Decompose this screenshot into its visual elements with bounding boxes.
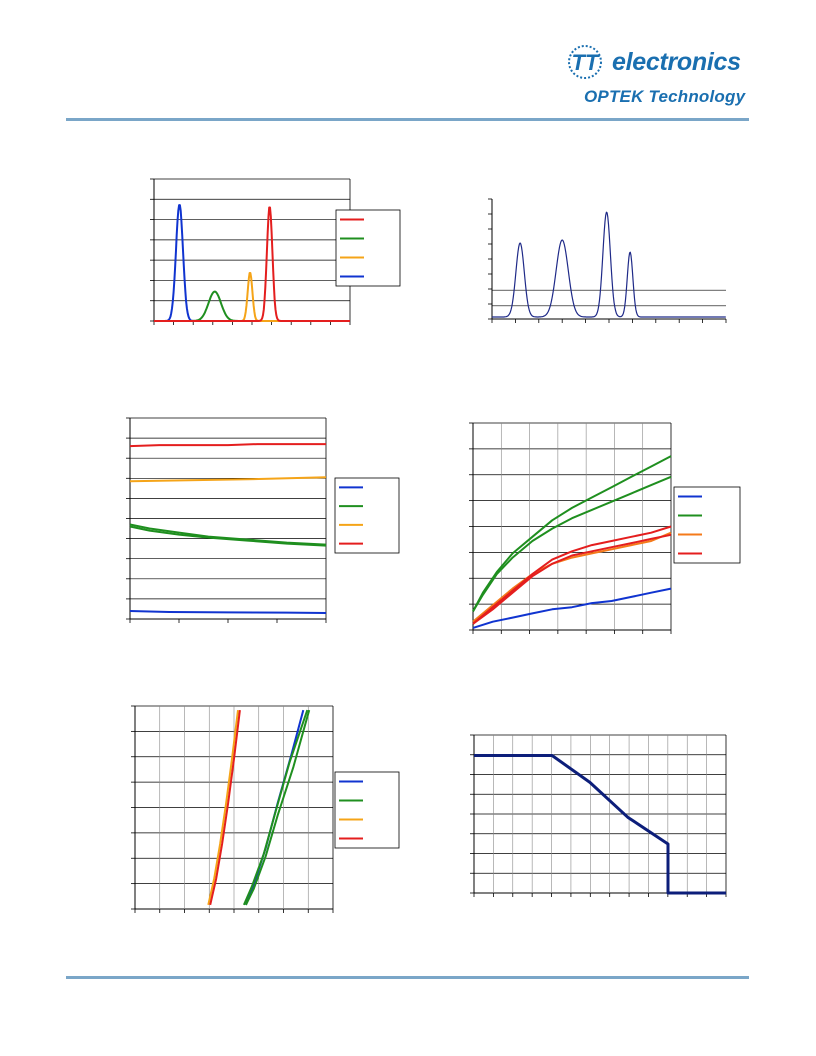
series-line-deep_navy: [474, 754, 726, 895]
footer-divider: [66, 976, 749, 979]
legend-box: [334, 771, 400, 849]
brand-name: electronics: [612, 48, 741, 76]
series-line-red: [472, 533, 672, 625]
series-line-green: [242, 709, 309, 906]
series-line-green: [245, 709, 311, 906]
series-line-red: [209, 709, 241, 906]
series-line-red: [472, 525, 672, 625]
legend-box: [673, 486, 741, 564]
series-line-amber: [207, 709, 239, 906]
series-line-red: [153, 206, 351, 322]
series-line-green: [129, 525, 327, 547]
legend-box: [334, 477, 400, 554]
series-line-green: [129, 523, 327, 546]
tt-logo-mark-icon: TT: [568, 45, 602, 79]
series-line-orange: [472, 531, 672, 623]
series-line-green: [472, 455, 672, 612]
legend-box: [335, 209, 401, 287]
company-subtitle: OPTEK Technology: [584, 87, 746, 106]
series-line-navy: [492, 211, 726, 318]
header-divider: [66, 118, 749, 121]
chart-spectrum-white: [488, 198, 727, 323]
series-line-red: [129, 443, 326, 448]
series-line-blue: [472, 587, 672, 629]
series-line-blue: [129, 610, 327, 614]
logo-monogram: TT: [572, 50, 600, 75]
chart-forward-voltage-vs-temp: [126, 417, 400, 623]
chart-current-vs-voltage: [131, 705, 400, 913]
chart-derating-curve: [470, 734, 727, 897]
series-line-amber: [129, 476, 327, 483]
series-line-blue: [153, 204, 351, 322]
chart-intensity-vs-current: [469, 422, 741, 634]
company-logo: TT electronics OPTEK Technology: [560, 40, 756, 112]
chart-spectrum-colors: [150, 178, 401, 325]
series-line-green: [472, 475, 672, 612]
